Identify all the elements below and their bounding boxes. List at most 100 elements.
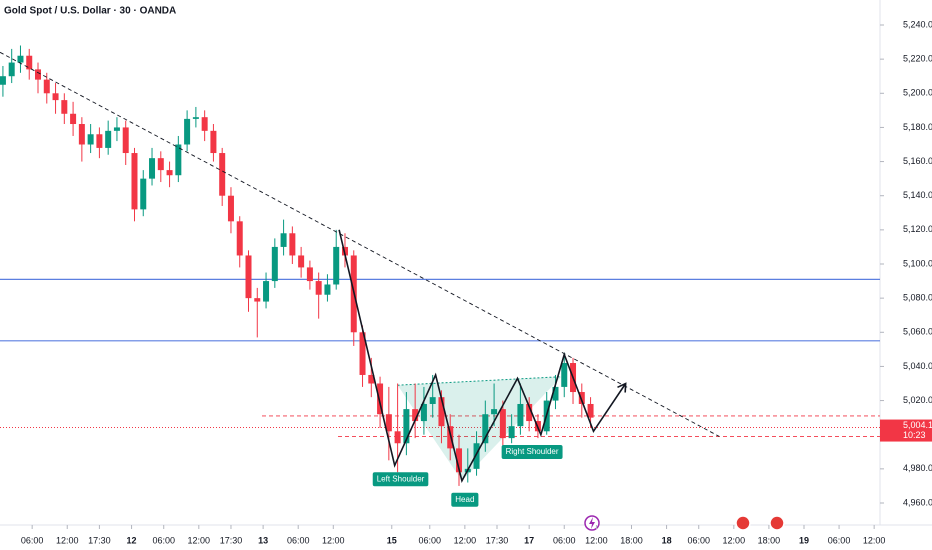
pattern-label: Left Shoulder [372, 472, 429, 487]
candle-body [26, 55, 33, 70]
candle-body [245, 255, 252, 299]
candle-body [298, 255, 305, 268]
last-price-label: 5,004.195 [903, 420, 932, 430]
candle-body [105, 130, 112, 148]
y-tick-label: 5,020.000 [903, 395, 932, 405]
pattern-label-box [372, 472, 429, 487]
candle-body [8, 62, 15, 77]
candle-body [271, 246, 278, 282]
candle-body [140, 178, 147, 210]
candle-body [420, 403, 427, 422]
candle-body [456, 448, 463, 473]
pattern-label-text: Right Shoulder [506, 447, 559, 456]
countdown-label: 10:23 [903, 430, 926, 440]
candle-body [78, 124, 85, 145]
candle-body [412, 409, 419, 422]
candle-body [280, 233, 287, 247]
candle-body [219, 153, 226, 196]
candle-body [263, 281, 270, 302]
candle-body [0, 76, 6, 85]
x-tick-label: 15 [387, 535, 397, 545]
x-tick-label: 18:00 [758, 535, 781, 545]
candle-body [508, 426, 515, 439]
y-tick-label: 5,240.000 [903, 19, 932, 29]
candle-body [70, 113, 77, 125]
y-tick-label: 5,200.000 [903, 88, 932, 98]
pattern-label-box [451, 492, 479, 507]
candle-body [315, 281, 322, 295]
candle-body [587, 403, 594, 418]
x-tick-label: 12:00 [188, 535, 211, 545]
x-tick-label: 17:30 [88, 535, 111, 545]
candle-body [201, 117, 208, 131]
candle-body [149, 158, 156, 179]
pattern-arrowhead [617, 382, 627, 393]
candle-body [289, 233, 296, 256]
candle-body [324, 284, 331, 295]
pattern-label: Right Shoulder [501, 444, 563, 459]
candle-body [306, 267, 313, 282]
candle-body [87, 134, 94, 145]
candle-body [166, 170, 173, 176]
x-tick-label: 12 [127, 535, 137, 545]
candle-body [394, 431, 401, 444]
candle-body [43, 79, 50, 94]
y-tick-label: 5,120.000 [903, 224, 932, 234]
y-tick-label: 4,980.000 [903, 463, 932, 473]
candle-body [227, 195, 234, 222]
y-tick-label: 5,080.000 [903, 293, 932, 303]
candle-body [578, 392, 585, 404]
y-tick-label: 5,040.000 [903, 361, 932, 371]
y-tick-label: 5,160.000 [903, 156, 932, 166]
candle-body [131, 153, 138, 210]
pattern-label-text: Head [455, 495, 474, 504]
x-tick-label: 18:00 [620, 535, 643, 545]
candle-body [122, 127, 129, 154]
candle-body [403, 409, 410, 444]
x-tick-label: 12:00 [863, 535, 886, 545]
x-tick-label: 06:00 [287, 535, 310, 545]
chart-title: Gold Spot / U.S. Dollar · 30 · OANDA [4, 6, 176, 17]
x-tick-label: 17:30 [486, 535, 509, 545]
x-tick-label: 13 [258, 535, 268, 545]
x-tick-label: 12:00 [56, 535, 79, 545]
y-tick-label: 5,180.000 [903, 122, 932, 132]
candle-body [517, 403, 524, 427]
y-tick-label: 4,960.000 [903, 497, 932, 507]
event-icon [769, 515, 785, 531]
candle-body [236, 221, 243, 256]
trendline [0, 51, 720, 437]
candle-body [52, 93, 59, 101]
candle-body [61, 100, 68, 114]
x-tick-label: 17 [524, 535, 534, 545]
candle-body [499, 409, 506, 439]
x-tick-label: 06:00 [553, 535, 576, 545]
event-icons [584, 515, 785, 531]
candle-body [96, 134, 103, 148]
candle-body [482, 414, 489, 444]
x-tick-label: 17:30 [220, 535, 243, 545]
candle-body [561, 363, 568, 387]
candle-body [113, 127, 120, 131]
candle-body [359, 332, 366, 375]
x-tick-label: 12:00 [454, 535, 477, 545]
candle-body [438, 397, 445, 427]
candle-body [491, 409, 498, 415]
candle-body [368, 374, 375, 384]
candle-body [385, 414, 392, 432]
pattern-label: Head [451, 492, 479, 507]
x-tick-label: 12:00 [723, 535, 746, 545]
candle-body [157, 158, 164, 171]
y-tick-label: 5,220.000 [903, 54, 932, 64]
x-tick-label: 19 [799, 535, 809, 545]
pattern-path [338, 229, 627, 483]
neckline [397, 376, 562, 386]
candle-body [210, 130, 217, 154]
candle-body [447, 426, 454, 449]
x-tick-label: 12:00 [585, 535, 608, 545]
candle-body [429, 397, 436, 404]
x-tick-label: 06:00 [828, 535, 851, 545]
candle-body [254, 298, 261, 302]
last-price-tag [880, 419, 932, 442]
